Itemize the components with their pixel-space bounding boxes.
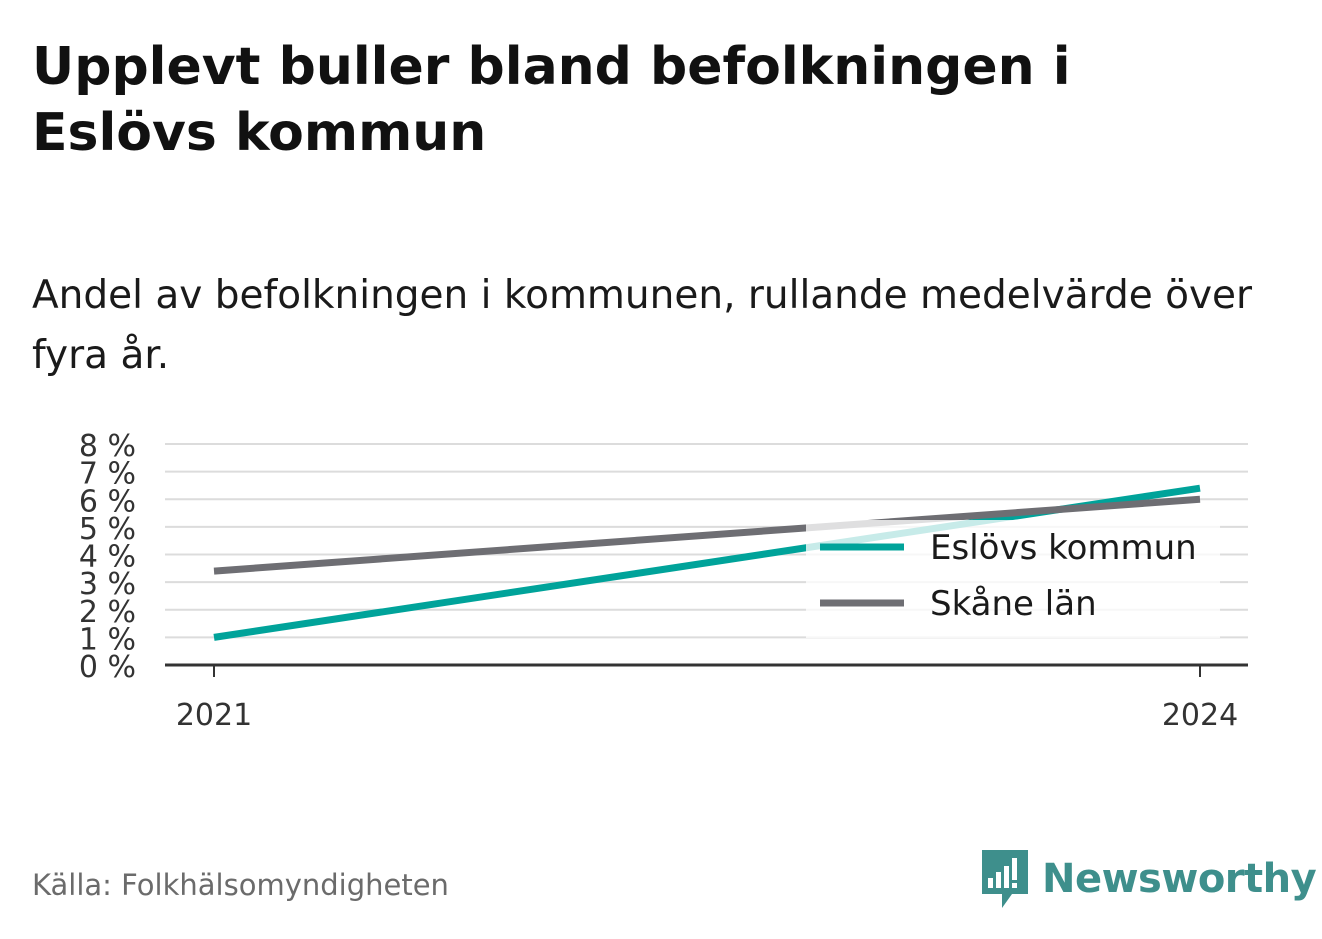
- chart-title: Upplevt buller bland befolkningen i Eslö…: [32, 37, 1071, 163]
- line-chart: 0 %1 %2 %3 %4 %5 %6 %7 %8 % 2021 2024 Esl…: [79, 429, 1248, 733]
- y-tick-label: 4 %: [79, 540, 136, 575]
- grid-lines: [165, 443, 1248, 639]
- x-tick-label: 2021: [176, 698, 252, 733]
- legend-label: Eslövs kommun: [930, 528, 1197, 568]
- y-axis-labels: 0 %1 %2 %3 %4 %5 %6 %7 %8 %: [79, 429, 136, 685]
- source-note: Källa: Folkhälsomyndigheten: [32, 868, 449, 902]
- x-tick-label: 2024: [1162, 698, 1238, 733]
- y-tick-label: 8 %: [79, 429, 136, 464]
- y-tick-label: 7 %: [79, 457, 136, 492]
- brand-name: Newsworthy: [1042, 856, 1317, 902]
- legend-label: Skåne län: [930, 584, 1097, 624]
- newsworthy-logo-icon: [982, 850, 1028, 908]
- brand-logo: Newsworthy: [980, 848, 1317, 910]
- y-tick-label: 6 %: [79, 484, 136, 519]
- legend: Eslövs kommun Skåne län: [806, 520, 1220, 638]
- y-tick-label: 0 %: [79, 650, 136, 685]
- y-tick-label: 5 %: [79, 512, 136, 547]
- y-tick-label: 2 %: [79, 595, 136, 630]
- series-lines: [213, 484, 1201, 641]
- x-axis: 2021 2024: [165, 663, 1248, 733]
- series-line: [213, 495, 1201, 575]
- y-tick-label: 1 %: [79, 622, 136, 657]
- y-tick-label: 3 %: [79, 567, 136, 602]
- chart-subtitle: Andel av befolkningen i kommunen, rullan…: [32, 273, 1253, 378]
- legend-box: [806, 520, 1220, 638]
